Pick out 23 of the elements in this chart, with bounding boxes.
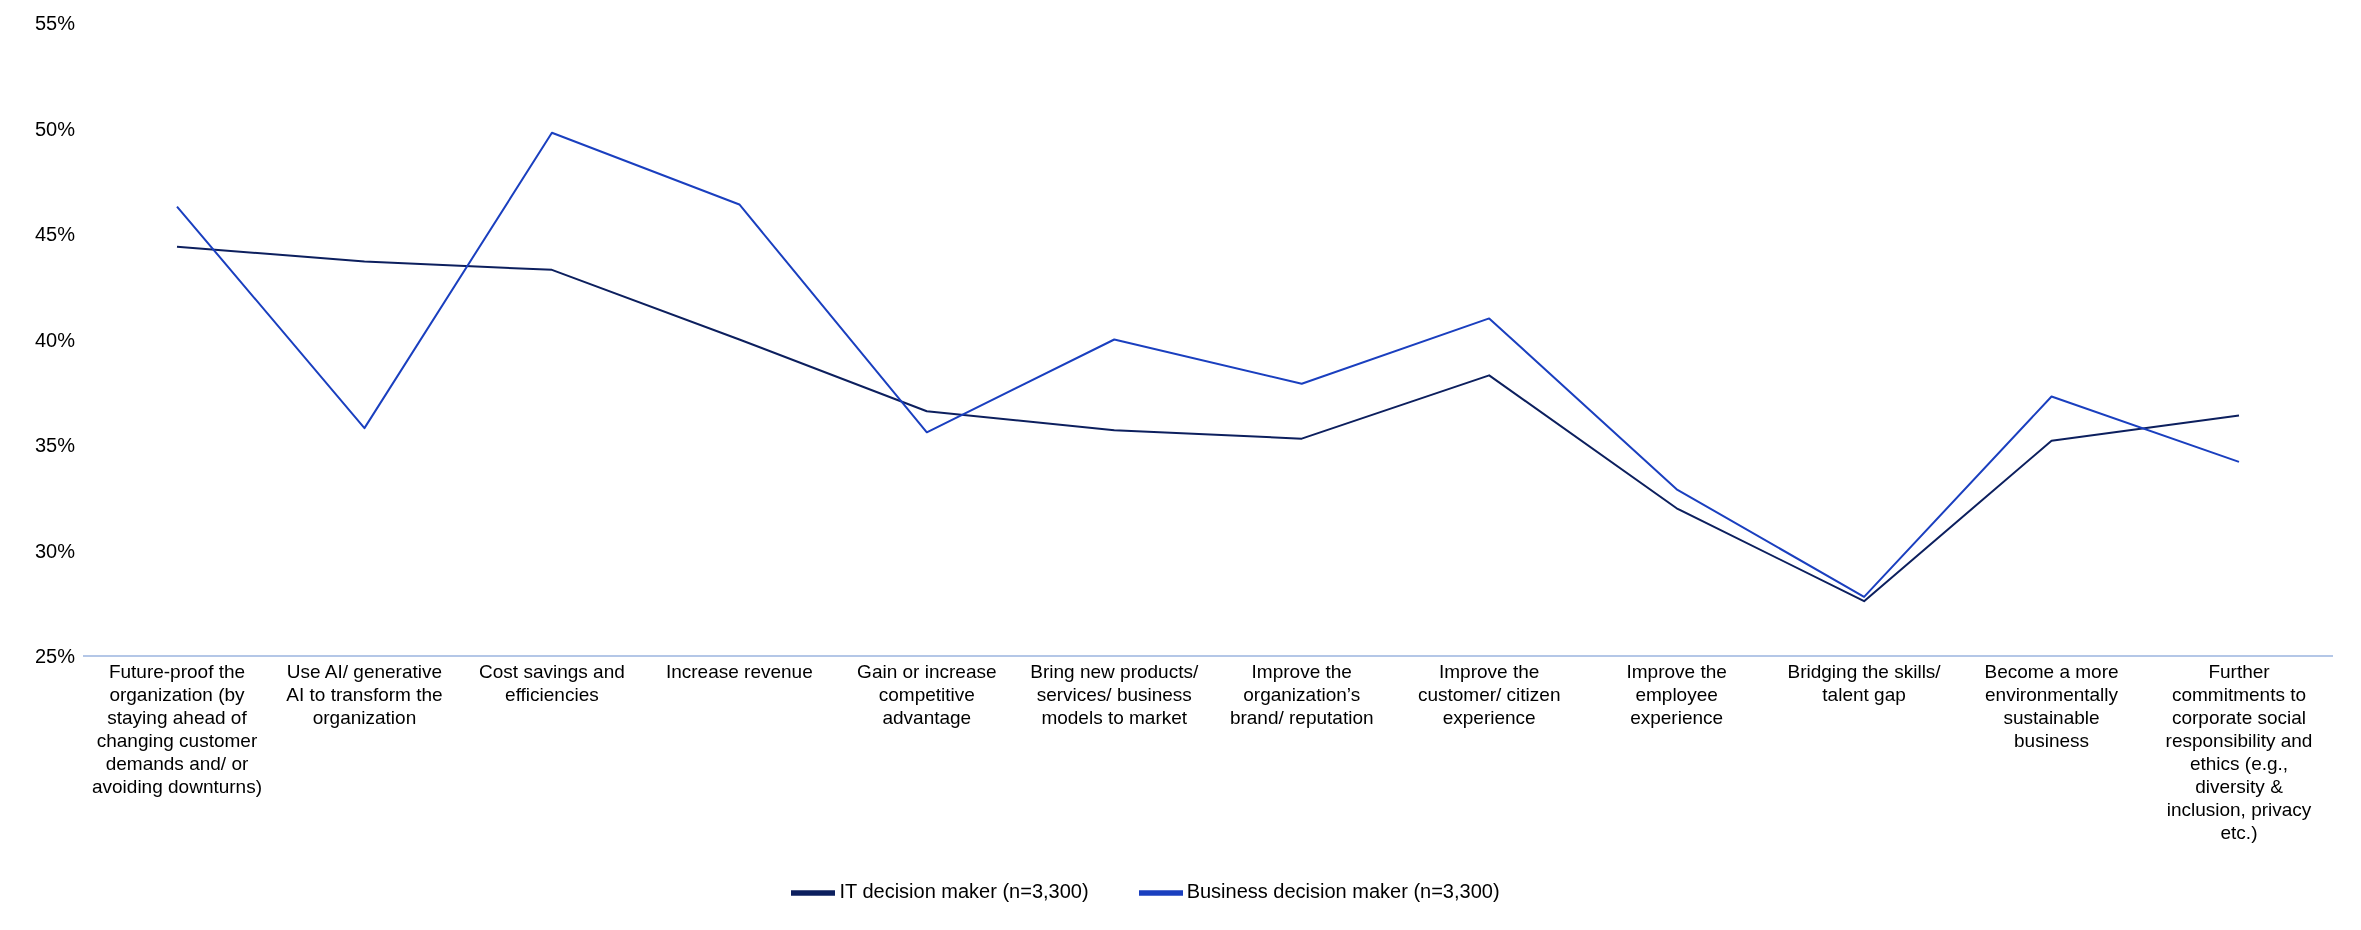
y-tick-label: 50% (34, 117, 76, 140)
y-tick-label: 30% (34, 539, 76, 562)
x-tick-label: Future-proof the organization (by staying ahead of changing customer demands and/ or avoiding downturns) (91, 661, 263, 797)
x-tick-label: Further commitments to corporate social responsibility and ethics (e.g., diversity & inclusion, privacy etc.) (2165, 661, 2313, 843)
y-tick-label: 40% (34, 328, 76, 351)
x-tick-label: Gain or increase competitive advantage (857, 661, 997, 728)
x-tick-label: Bridging the skills/ talent gap (1787, 661, 1942, 705)
x-tick-label: Bring new products/ services/ business models to market (1030, 661, 1199, 728)
x-tick-label: Use AI/ generative AI to transform the organization (286, 661, 443, 728)
x-tick-label: Improve the organization’s brand/ reputation (1229, 661, 1374, 728)
y-tick-label: 45% (34, 223, 76, 246)
line-series (176, 245, 2240, 603)
y-tick-label: 55% (34, 12, 76, 35)
legend-label: IT decision maker (n=3,300) (839, 880, 1089, 903)
y-tick-label: 25% (34, 645, 76, 668)
line-series (176, 131, 2240, 598)
y-tick-label: 35% (34, 434, 76, 457)
legend-label: Business decision maker (n=3,300) (1186, 880, 1500, 903)
x-tick-label: Increase revenue (665, 661, 813, 682)
x-tick-label: Cost savings and efficiencies (479, 661, 625, 705)
x-tick-label: Become a more environmentally sustainable business (1984, 661, 2119, 751)
x-tick-label: Improve the customer/ citizen experience (1417, 661, 1561, 728)
x-tick-label: Improve the employee experience (1626, 661, 1727, 728)
